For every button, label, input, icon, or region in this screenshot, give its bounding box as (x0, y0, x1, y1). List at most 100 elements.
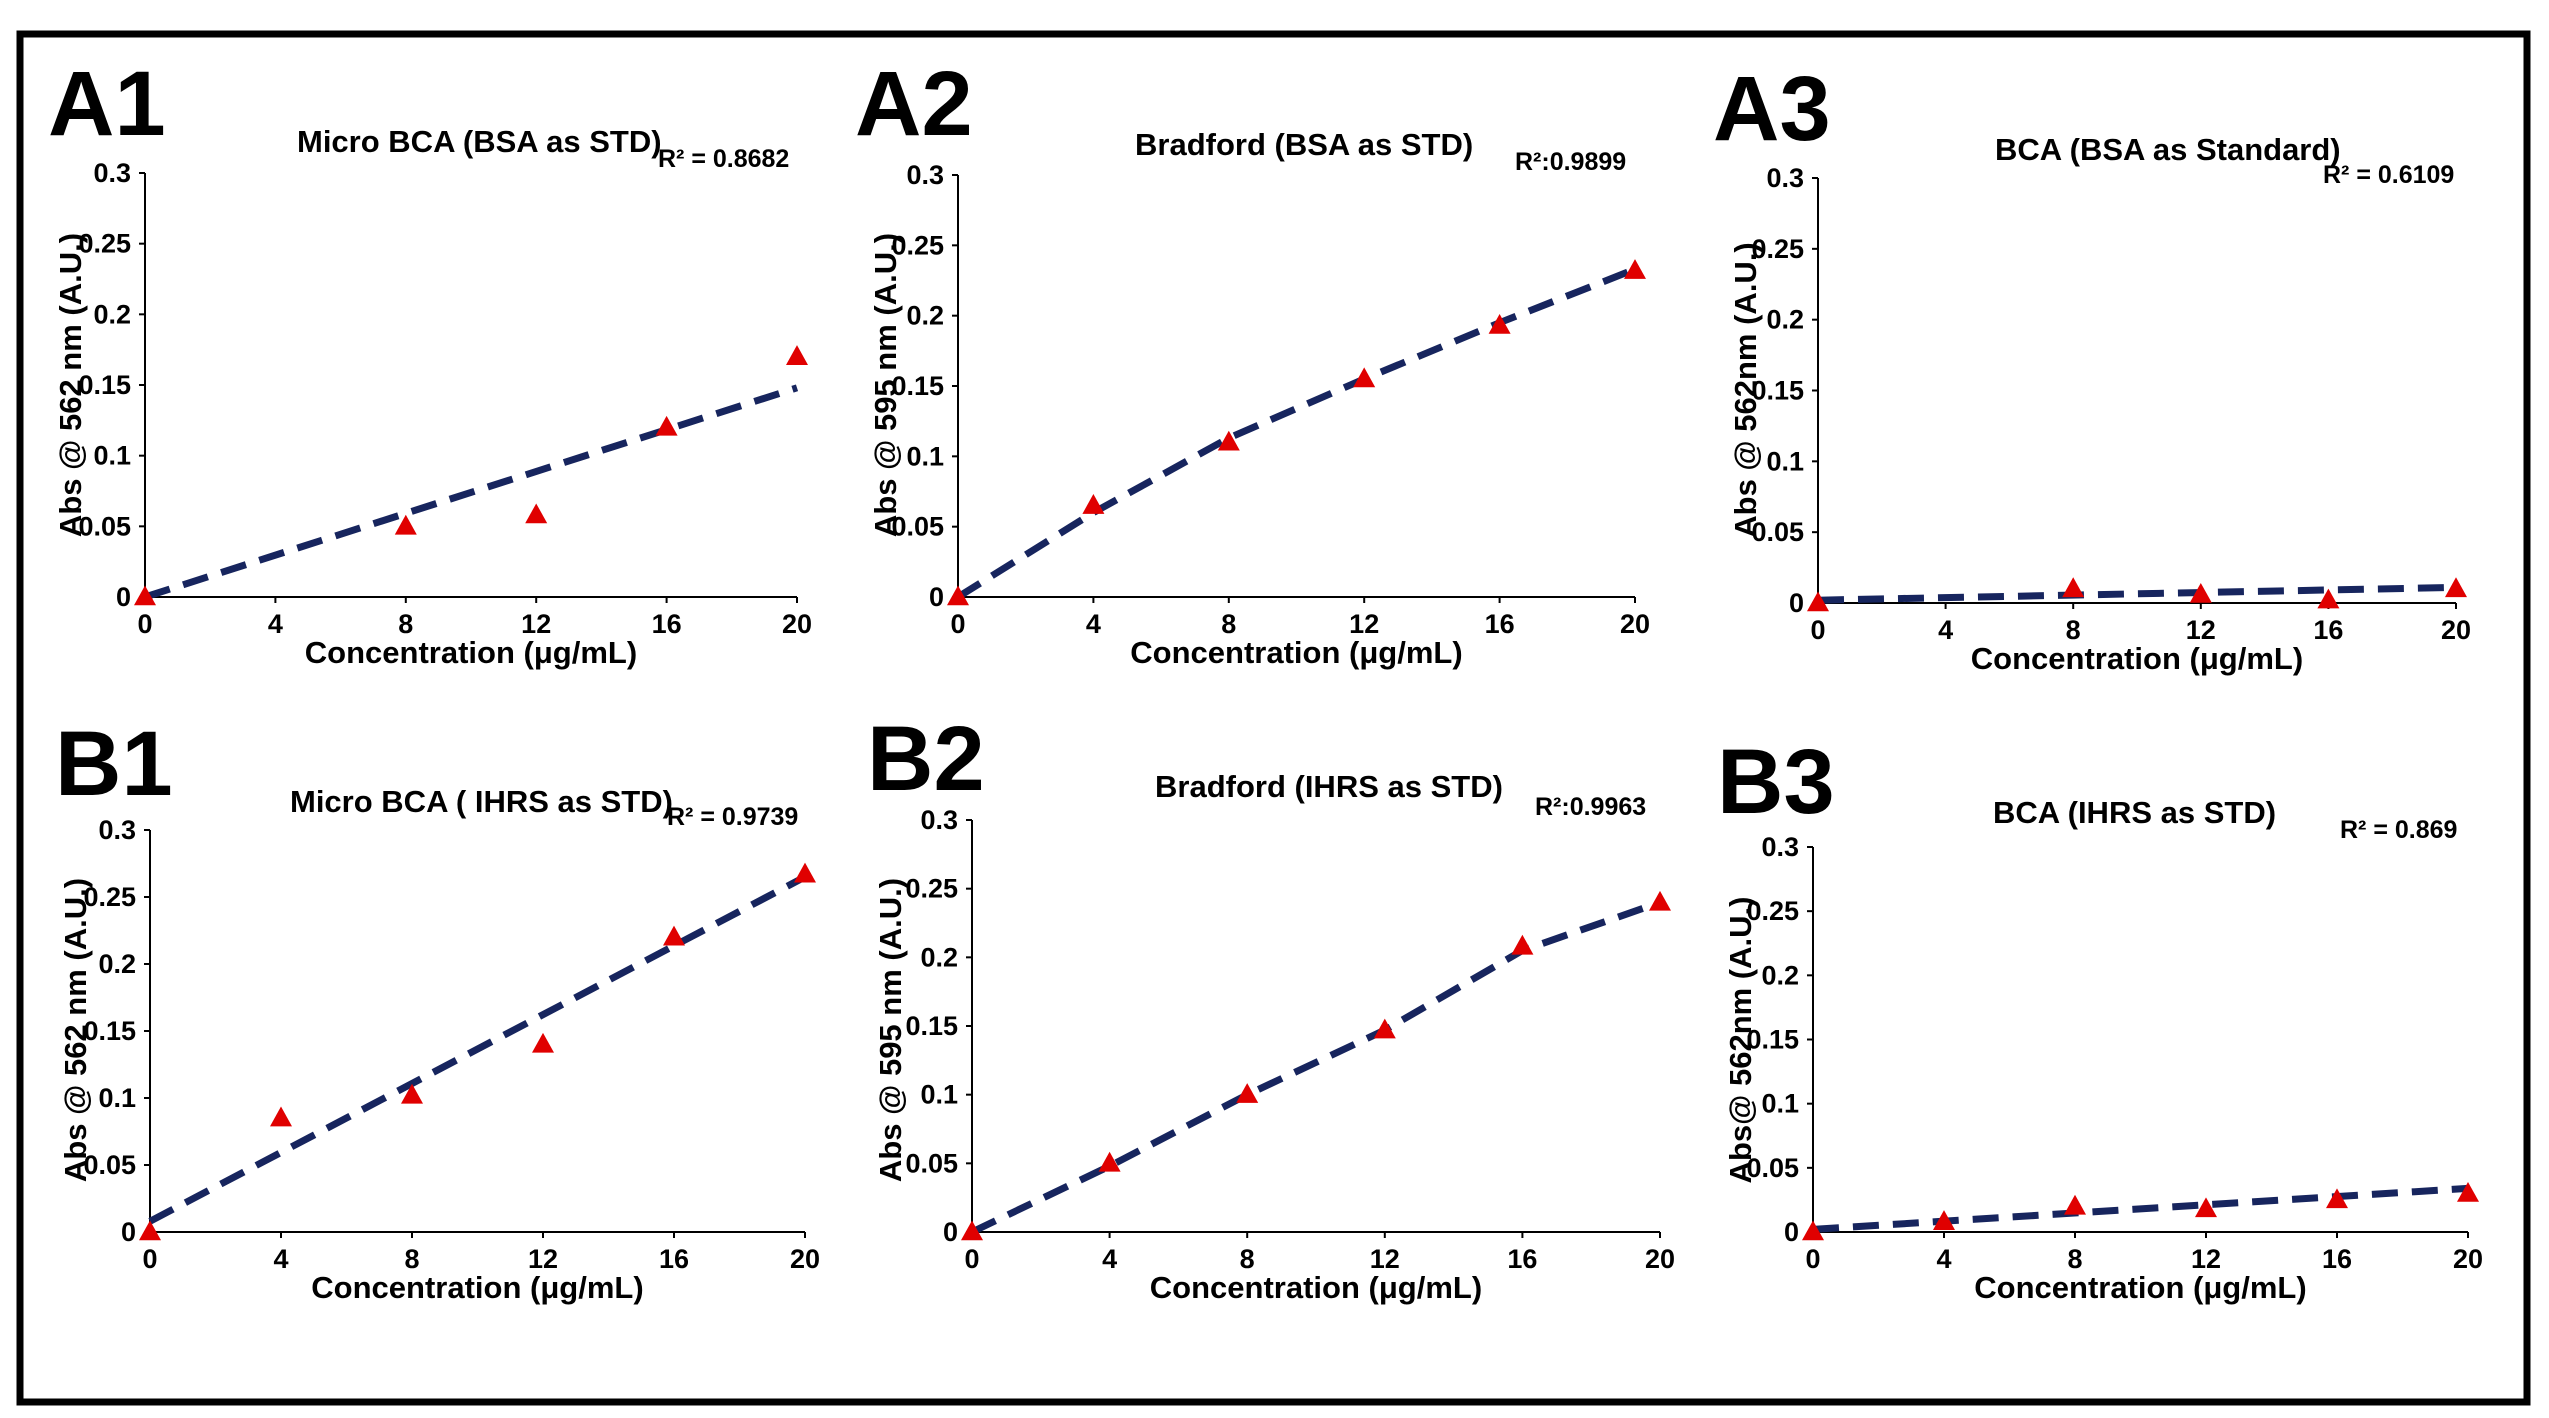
x-tick-label: 0 (964, 1244, 979, 1274)
y-tick-label: 0.1 (1761, 1089, 1799, 1119)
y-tick-label: 0.3 (920, 805, 958, 835)
y-tick-label: 0.15 (1751, 376, 1804, 406)
x-tick-label: 20 (1645, 1244, 1675, 1274)
data-point (1933, 1210, 1955, 1230)
y-axis-label-a2: Abs @ 595 nm (A.U.) (868, 233, 903, 537)
chart-title-a3: BCA (BSA as Standard) (1995, 132, 2341, 167)
trendline-a3 (1817, 583, 2457, 604)
data-point (2195, 1197, 2217, 1218)
x-axis-label-a3: Concentration (μg/mL) (1971, 641, 2303, 676)
data-point (2062, 577, 2085, 598)
r-squared-label-b3: R² = 0.869 (2340, 816, 2457, 844)
chart-panel-b3: B3 BCA (IHRS as STD) R² = 0.869 0 0.05 0.1 0.1… (1717, 731, 2483, 1305)
chart-panel-a1: A1 Micro BCA (BSA as STD)R² = 0.8682 0 0.05… (48, 53, 812, 670)
x-axis-label-a2: Concentration (μg/mL) (1130, 635, 1462, 670)
y-tick-label: 0 (116, 582, 131, 612)
y-tick-label: 0.2 (1761, 960, 1799, 990)
y-tick-label: 0.1 (920, 1080, 958, 1110)
data-point (663, 925, 685, 946)
chart-title-a2: Bradford (BSA as STD) (1135, 127, 1473, 162)
data-point (947, 585, 969, 606)
y-tick-label: 0.15 (83, 1016, 136, 1046)
trendline-b1 (148, 873, 807, 1225)
data-point (2457, 1181, 2479, 1202)
chart-title-b3: BCA (IHRS as STD) (1993, 795, 2276, 830)
y-tick-label: 0.25 (83, 882, 136, 912)
y-axis-label-b1: Abs @ 562 nm (A.U.) (58, 878, 93, 1182)
chart-title-b1: Micro BCA ( IHRS as STD) (290, 784, 673, 819)
data-point (1217, 430, 1240, 451)
data-point (1802, 1220, 1824, 1241)
y-tick-label: 0.3 (1761, 832, 1799, 862)
data-point (1624, 259, 1646, 279)
data-point (2326, 1188, 2348, 1209)
y-axis-label-a1: Abs @ 562 nm (A.U.) (53, 233, 88, 537)
x-tick-label: 4 (1938, 615, 1953, 645)
x-tick-label: 20 (2441, 615, 2471, 645)
y-tick-label: 0.25 (905, 874, 958, 904)
x-tick-label: 8 (398, 609, 413, 639)
data-point (1511, 934, 1534, 955)
x-tick-label: 0 (142, 1244, 157, 1274)
y-tick-label: 0.3 (98, 815, 136, 845)
chart-panel-b1: B1 Micro BCA ( IHRS as STD)R² = 0.9739 0 0.… (55, 713, 820, 1305)
data-point (394, 514, 417, 535)
panel-label-a3: A3 (1713, 58, 1831, 160)
x-axis-label-b3: Concentration (μg/mL) (1974, 1270, 2306, 1305)
y-tick-label: 0 (1784, 1217, 1799, 1247)
x-tick-label: 4 (1102, 1244, 1117, 1274)
panel-label-b3: B3 (1717, 731, 1835, 833)
figure-frame (16, 30, 2531, 1406)
panels: A1 Micro BCA (BSA as STD)R² = 0.8682 0 0.05… (48, 53, 2483, 1305)
data-point (1488, 313, 1511, 334)
x-tick-label: 20 (782, 609, 812, 639)
y-tick-label: 0.2 (906, 301, 944, 331)
y-tick-label: 0.15 (78, 370, 131, 400)
data-point (1098, 1151, 1121, 1172)
data-point (2445, 577, 2467, 598)
x-tick-label: 12 (1349, 609, 1379, 639)
data-point (1373, 1018, 1396, 1039)
data-point (2189, 582, 2212, 603)
data-point (134, 585, 156, 606)
data-point (2317, 588, 2340, 609)
y-tick-label: 0 (929, 582, 944, 612)
data-point (532, 1032, 554, 1053)
x-axis-label-a1: Concentration (μg/mL) (305, 635, 637, 670)
panel-label-a2: A2 (855, 53, 973, 155)
panel-label-b1: B1 (55, 713, 173, 815)
y-tick-label: 0.3 (906, 160, 944, 190)
y-tick-label: 0.05 (1746, 1153, 1799, 1183)
x-tick-label: 20 (1620, 609, 1650, 639)
y-tick-label: 0.3 (93, 158, 131, 188)
y-tick-label: 0.25 (1746, 896, 1799, 926)
x-tick-label: 12 (521, 609, 551, 639)
x-tick-label: 4 (273, 1244, 288, 1274)
data-point (525, 503, 548, 524)
x-tick-label: 8 (404, 1244, 419, 1274)
panel-label-a1: A1 (48, 53, 166, 155)
y-tick-label: 0 (943, 1217, 958, 1247)
data-point (2064, 1194, 2086, 1215)
data-point (1649, 890, 1671, 911)
trendline-b2 (970, 899, 1662, 1236)
x-tick-label: 4 (1936, 1244, 1951, 1274)
x-tick-label: 4 (268, 609, 283, 639)
x-tick-label: 16 (1485, 609, 1515, 639)
data-point (270, 1106, 292, 1127)
y-tick-label: 0.3 (1766, 163, 1804, 193)
y-tick-label: 0.25 (1751, 234, 1804, 264)
x-tick-label: 12 (528, 1244, 558, 1274)
trendline-a2 (956, 265, 1637, 600)
chart-panel-a3: A3 BCA (BSA as Standard)R² = 0.6109 0 0.05 0… (1713, 58, 2471, 676)
y-tick-label: 0.1 (906, 441, 944, 471)
data-point (794, 862, 816, 883)
data-point (1236, 1083, 1259, 1103)
y-tick-label: 0.1 (1766, 446, 1804, 476)
data-point (401, 1083, 423, 1104)
chart-panel-b2: B2 Bradford (IHRS as STD) R²:0.9963 0 0.05 0.… (867, 708, 1675, 1305)
y-tick-label: 0.15 (891, 371, 944, 401)
data-point (961, 1220, 983, 1241)
y-tick-label: 0.1 (93, 441, 131, 471)
